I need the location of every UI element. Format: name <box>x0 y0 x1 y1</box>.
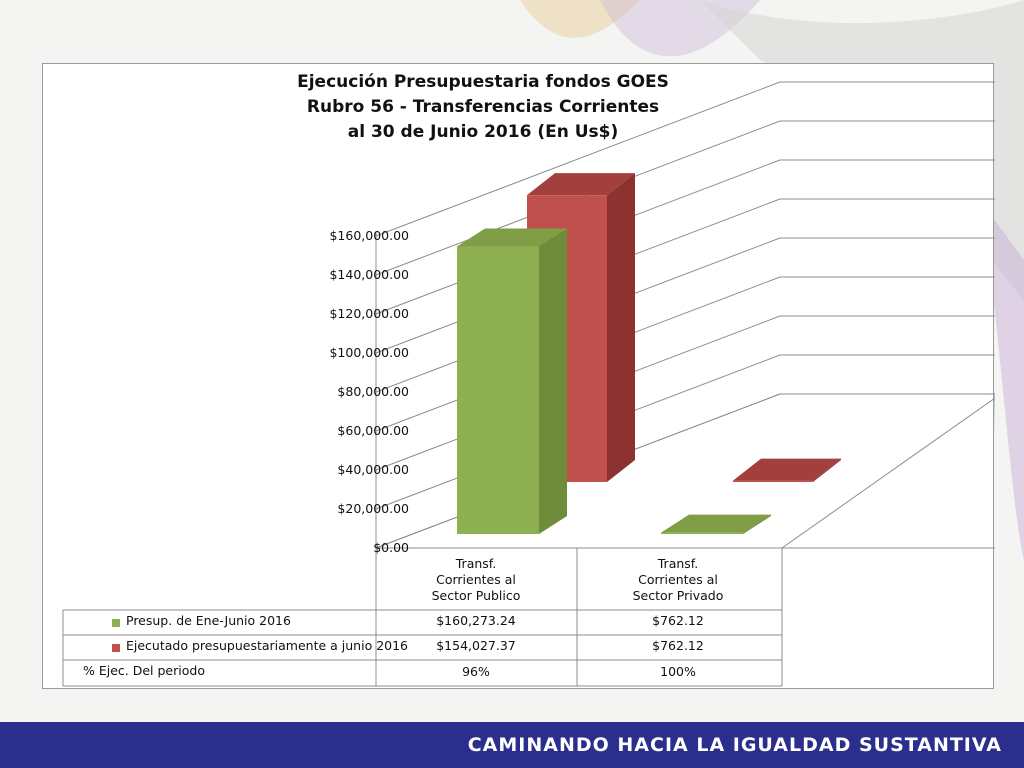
bar-side <box>743 514 771 534</box>
bar-side <box>813 458 841 482</box>
table-row-label-porcentaje: % Ejec. Del periodo <box>83 663 205 678</box>
chart-title-line-2: Rubro 56 - Transferencias Corrientes <box>306 97 660 117</box>
legend-swatch-presupuesto <box>112 619 120 627</box>
chart-plot <box>62 81 995 687</box>
bar-side <box>607 173 635 482</box>
legend-label-presupuesto: Presup. de Ene-Junio 2016 <box>126 613 291 628</box>
category-label-line: Corrientes al <box>638 572 718 587</box>
y-tick-label: $100,000.00 <box>329 345 409 360</box>
category-label-publico: Transf. Corrientes al Sector Publico <box>376 556 576 604</box>
y-tick-label: $20,000.00 <box>337 501 409 516</box>
legend-swatch-ejecutado <box>112 644 120 652</box>
bar-top <box>733 458 841 481</box>
bar-top <box>527 173 635 196</box>
gridline-diagonal <box>375 81 781 237</box>
data-label: $762.12 <box>652 638 704 653</box>
table-cell-porcentaje: 100% <box>660 664 696 679</box>
footer-bar: CAMINANDO HACIA LA IGUALDAD SUSTANTIVA <box>0 722 1024 768</box>
bar <box>733 480 813 482</box>
y-tick-label: $120,000.00 <box>329 306 409 321</box>
y-tick-label: $140,000.00 <box>329 267 409 282</box>
y-tick-label: $80,000.00 <box>337 384 409 399</box>
bar-top <box>457 228 567 247</box>
chart-title-line-3: al 30 de Junio 2016 (En Us$) <box>347 122 619 142</box>
floor-right-edge <box>781 397 995 549</box>
data-label: $762.12 <box>652 613 704 628</box>
bar <box>457 246 539 535</box>
chart-frame: Ejecución Presupuestaria fondos GOES Rub… <box>42 63 995 689</box>
bar-side <box>539 228 567 535</box>
data-label: $160,273.24 <box>436 613 516 628</box>
footer-slogan: CAMINANDO HACIA LA IGUALDAD SUSTANTIVA <box>467 734 1002 756</box>
data-label: $154,027.37 <box>436 638 516 653</box>
y-tick-label: $60,000.00 <box>337 423 409 438</box>
category-label-line: Transf. <box>455 556 497 571</box>
y-tick-label: $0.00 <box>373 540 409 555</box>
bar <box>661 532 743 534</box>
category-label-line: Sector Publico <box>431 588 521 603</box>
legend-label-ejecutado: Ejecutado presupuestariamente a junio 20… <box>126 638 409 653</box>
category-label-privado: Transf. Corrientes al Sector Privado <box>578 556 778 604</box>
table-cell-porcentaje: 96% <box>462 664 490 679</box>
y-tick-label: $160,000.00 <box>329 228 409 243</box>
category-label-line: Corrientes al <box>436 572 516 587</box>
chart-title-line-1: Ejecución Presupuestaria fondos GOES <box>297 72 669 92</box>
bar-top <box>661 514 771 533</box>
category-label-line: Sector Privado <box>632 588 724 603</box>
category-label-line: Transf. <box>657 556 699 571</box>
y-tick-label: $40,000.00 <box>337 462 409 477</box>
